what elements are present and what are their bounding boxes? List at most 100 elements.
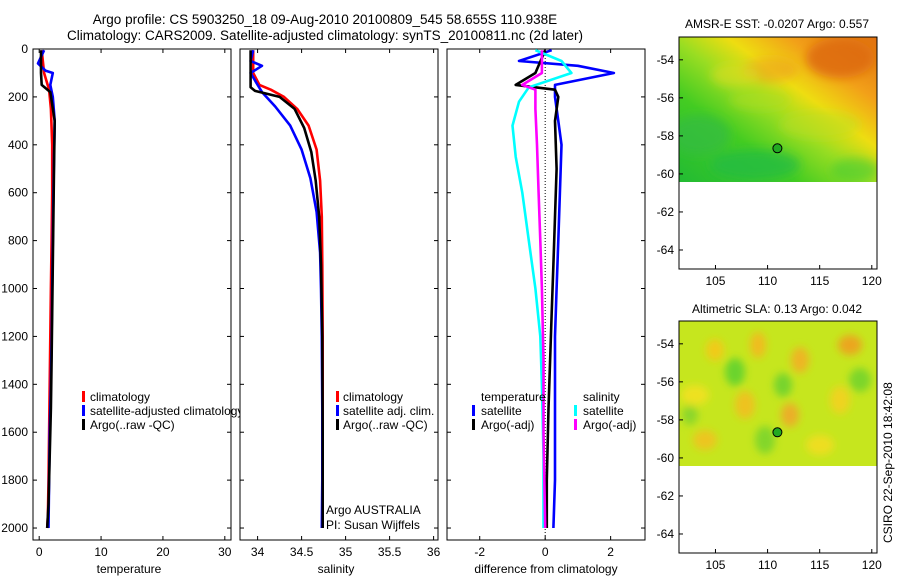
y-tick-label: 1200 (1, 329, 28, 343)
legend-climatology: climatology (343, 390, 403, 404)
sla-field (679, 321, 877, 466)
map-y-tick-label: -62 (657, 205, 675, 219)
difference-panel: -2 0 2 difference from climatology tempera… (446, 48, 646, 576)
temperature-series (36, 49, 57, 529)
x-tick-label: 36 (427, 545, 441, 559)
temperature-axes-frame (32, 48, 232, 541)
y-tick-label: 200 (8, 90, 28, 104)
csiro-timestamp: CSIRO 22-Sep-2010 18:42:08 (881, 382, 895, 543)
sst-field (679, 37, 877, 182)
difference-series (511, 48, 616, 529)
difference-axes-frame (446, 48, 646, 541)
map-y-tick-label: -64 (657, 527, 675, 541)
legend-satellite-adj: satellite adj. clim. (343, 404, 434, 418)
x-tick-label: 20 (156, 545, 170, 559)
legend-swatch-temp-argo (472, 419, 475, 430)
temperature-ticks: 0 10 20 30 0 200 400 600 800 1000 1200 1400 1600 1800… (1, 42, 232, 559)
legend-swatch-temp-satellite (472, 405, 475, 416)
map-x-tick-label: 110 (758, 558, 777, 572)
map-y-tick-label: -54 (657, 53, 675, 67)
x-tick-label: 10 (94, 545, 108, 559)
map-y-tick-label: -56 (657, 375, 675, 389)
legend-argo: Argo(..raw -QC) (343, 418, 428, 432)
pi-annotation: PI: Susan Wijffels (326, 518, 420, 532)
temperature-panel: 0 10 20 30 0 200 400 600 800 1000 1200 1400 1600 1800… (1, 42, 243, 576)
sla-argo-marker (772, 427, 783, 438)
legend-argo: Argo(..raw -QC) (90, 418, 175, 432)
x-tick-label: 35.5 (378, 545, 402, 559)
legend-swatch-climatology (82, 391, 85, 402)
sla-map-title: Altimetric SLA: 0.13 Argo: 0.042 (692, 302, 862, 316)
map-y-tick-label: -58 (657, 129, 675, 143)
legend-sal-argo: Argo(-adj) (583, 418, 636, 432)
sla-map-ticks: 105 110 115 120 -54 -56 -58 -60 -62 -64 (657, 337, 882, 572)
x-tick-label: 0 (36, 545, 43, 559)
difference-x-label: difference from climatology (474, 562, 617, 576)
x-tick-label: 2 (607, 545, 614, 559)
map-x-tick-label: 115 (810, 274, 829, 288)
legend-temp-satellite: satellite (481, 404, 522, 418)
salinity-ticks: 34 34.5 35 35.5 36 (240, 48, 441, 559)
map-y-tick-label: -60 (657, 167, 675, 181)
sst-map-ticks: 105 110 115 120 -54 -56 -58 -60 -62 -64 (657, 53, 882, 288)
legend-climatology: climatology (90, 390, 150, 404)
map-x-tick-label: 105 (705, 558, 725, 572)
legend-swatch-argo (336, 419, 339, 430)
series-salinity-satellite (511, 48, 573, 528)
legend-swatch-sal-argo (574, 419, 577, 430)
temperature-legend: climatology satellite-adjusted climatolo… (82, 390, 243, 432)
salinity-axes-frame (239, 48, 439, 541)
y-tick-label: 0 (21, 42, 28, 56)
x-tick-label: 0 (542, 545, 549, 559)
y-tick-label: 1800 (1, 473, 28, 487)
map-x-tick-label: 120 (862, 274, 882, 288)
argo-agency-annotation: Argo AUSTRALIA (326, 503, 421, 517)
x-tick-label: 35 (339, 545, 353, 559)
map-y-tick-label: -60 (657, 451, 675, 465)
legend-temperature-heading: temperature (481, 390, 546, 404)
sst-map: AMSR-E SST: -0.0207 Argo: 0.557 105 110 11… (657, 17, 882, 288)
x-tick-label: 34 (251, 545, 265, 559)
series-argo-raw-qc (39, 50, 57, 529)
y-tick-label: 1600 (1, 425, 28, 439)
salinity-legend: climatology satellite adj. clim. Argo(..… (336, 390, 434, 432)
legend-swatch-satellite (82, 405, 85, 416)
map-x-tick-label: 120 (862, 558, 882, 572)
x-tick-label: 34.5 (290, 545, 314, 559)
sst-argo-marker (772, 143, 783, 154)
difference-legend: temperature satellite Argo(-adj) salinit… (472, 390, 636, 432)
salinity-x-label: salinity (318, 562, 355, 576)
sla-map: Altimetric SLA: 0.13 Argo: 0.042 (657, 302, 882, 572)
y-tick-label: 400 (8, 138, 28, 152)
temperature-x-label: temperature (97, 562, 162, 576)
map-y-tick-label: -58 (657, 413, 675, 427)
legend-swatch-argo (82, 419, 85, 430)
figure-title-line-1: Argo profile: CS 5903250_18 09-Aug-2010 … (93, 12, 557, 27)
legend-temp-argo: Argo(-adj) (481, 418, 534, 432)
sst-map-frame (678, 36, 878, 270)
series-temperature-satellite (517, 48, 616, 529)
legend-satellite-adjusted: satellite-adjusted climatology (90, 404, 243, 418)
legend-salinity-heading: salinity (583, 390, 620, 404)
y-tick-label: 600 (8, 186, 28, 200)
y-tick-label: 1000 (1, 282, 28, 296)
x-tick-label: 30 (218, 545, 232, 559)
map-y-tick-label: -56 (657, 91, 675, 105)
map-x-tick-label: 115 (810, 558, 829, 572)
legend-swatch-sal-satellite (574, 405, 577, 416)
salinity-panel: 34 34.5 35 35.5 36 salinity climatology sate… (239, 48, 441, 576)
y-tick-label: 1400 (1, 377, 28, 391)
map-y-tick-label: -62 (657, 489, 675, 503)
sla-map-frame (678, 320, 878, 554)
figure-title-line-2: Climatology: CARS2009. Satellite-adjuste… (67, 28, 583, 43)
series-argo-raw-qc (249, 50, 325, 528)
legend-swatch-climatology (336, 391, 339, 402)
series-salinity-argo-adj (520, 50, 547, 529)
map-y-tick-label: -54 (657, 337, 675, 351)
y-tick-label: 2000 (1, 521, 28, 535)
y-tick-label: 800 (8, 234, 28, 248)
legend-swatch-satellite (336, 405, 339, 416)
x-tick-label: -2 (474, 545, 485, 559)
map-x-tick-label: 110 (758, 274, 777, 288)
